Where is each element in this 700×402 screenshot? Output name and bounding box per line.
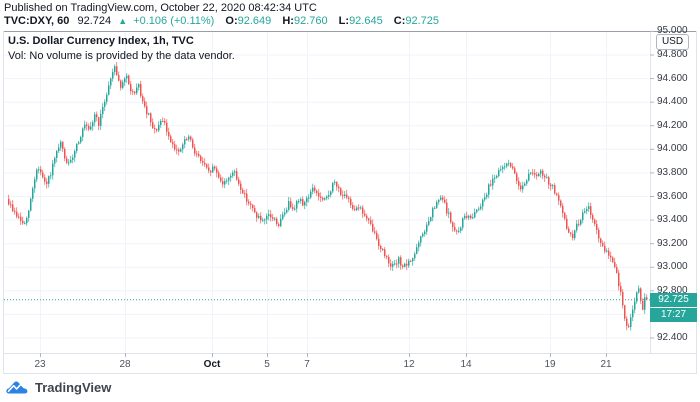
time-axis-label: 23 <box>34 359 46 370</box>
legend-symbol-title[interactable]: U.S. Dollar Currency Index, 1h, TVC <box>8 35 194 47</box>
price-axis-label: 93.200 <box>657 237 688 249</box>
last-price-badge: 92.725 <box>650 292 697 307</box>
chart-legend: U.S. Dollar Currency Index, 1h, TVC Vol:… <box>8 35 235 62</box>
time-axis-label: Oct <box>203 359 221 370</box>
low-label: L: <box>338 15 350 27</box>
time-axis-label: 21 <box>600 359 612 370</box>
price-axis-label: 92.400 <box>657 332 688 343</box>
last-price-value: 92.724 <box>77 15 112 27</box>
price-axis-label: 94.200 <box>657 119 688 131</box>
currency-unit-button[interactable]: USD <box>656 34 689 50</box>
price-axis-label: 93.800 <box>657 166 688 178</box>
time-axis-label: 19 <box>544 359 556 370</box>
open-label: O: <box>225 15 238 27</box>
low-value: 92.645 <box>349 15 383 27</box>
legend-volume-note: Vol: No volume is provided by the data v… <box>8 50 235 62</box>
change-up-arrow-icon: ▲ <box>118 16 128 26</box>
high-value: 92.760 <box>293 15 328 27</box>
time-axis-label: 7 <box>304 359 310 370</box>
price-axis-label: 94.800 <box>657 49 688 60</box>
symbol-name: TVC:DXY, 60 <box>4 15 70 27</box>
change-value: +0.106 (+0.11%) <box>133 15 215 27</box>
time-axis-label: 12 <box>403 359 415 370</box>
tradingview-logo-text: TradingView <box>35 380 112 395</box>
price-axis-label: 92.800 <box>657 284 688 296</box>
time-axis-label: 28 <box>119 359 131 370</box>
published-timestamp: Published on TradingView.com, October 22… <box>4 2 317 14</box>
time-axis-label: 5 <box>264 359 270 370</box>
price-axis-label: 95.000 <box>657 25 688 37</box>
close-label: C: <box>393 15 406 27</box>
price-axis-label: 93.600 <box>657 190 688 202</box>
price-axis-label: 94.000 <box>657 143 688 155</box>
symbol-ohlc-line: TVC:DXY, 60 92.724 ▲ +0.106 (+0.11%) O:9… <box>4 15 439 27</box>
open-value: 92.649 <box>237 15 272 27</box>
bar-countdown-badge: 17:27 <box>650 307 697 322</box>
tradingview-logo-icon <box>6 381 28 394</box>
price-axis-label: 93.000 <box>657 261 688 273</box>
price-axis-label: 94.600 <box>657 72 688 84</box>
tradingview-logo[interactable]: TradingView <box>5 379 111 396</box>
close-value: 92.725 <box>405 15 440 27</box>
price-axis-label: 94.400 <box>657 96 688 108</box>
high-label: H: <box>282 15 294 27</box>
price-axis-label: 93.400 <box>657 214 688 226</box>
time-axis-label: 14 <box>460 359 472 370</box>
